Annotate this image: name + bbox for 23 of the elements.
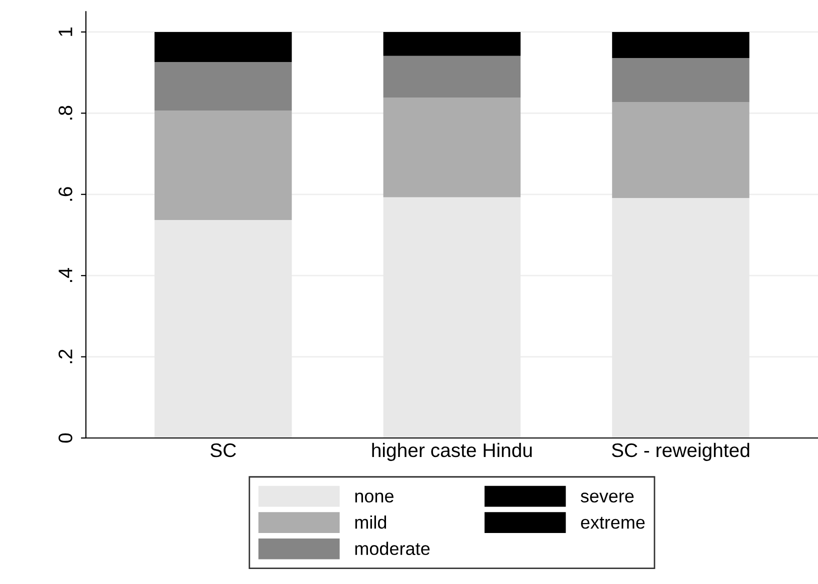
bar [383,32,521,56]
legend-label: extreme [581,516,645,529]
legend-label: mild [355,516,386,529]
legend-label: moderate [355,542,430,556]
legend-label: none [355,492,394,503]
x-tick-label: SC - reweighted [612,442,750,461]
y-tick-label: 1 [58,28,72,36]
y-tick-label: .4 [58,268,72,282]
y-tick-label: .2 [58,350,72,364]
bar [154,62,292,111]
bar [154,110,292,220]
bar [383,56,521,98]
y-tick-label: 0 [58,433,72,443]
bar [383,98,521,198]
x-tick-label: SC [210,443,236,458]
bar [612,32,750,58]
bar [154,32,292,62]
bar [612,102,750,198]
legend-label: severe [580,492,634,503]
y-tick-label: .6 [58,187,72,201]
y-tick-label: .8 [58,106,72,120]
x-tick-label: higher caste Hindu [372,442,532,461]
bar [612,58,750,102]
